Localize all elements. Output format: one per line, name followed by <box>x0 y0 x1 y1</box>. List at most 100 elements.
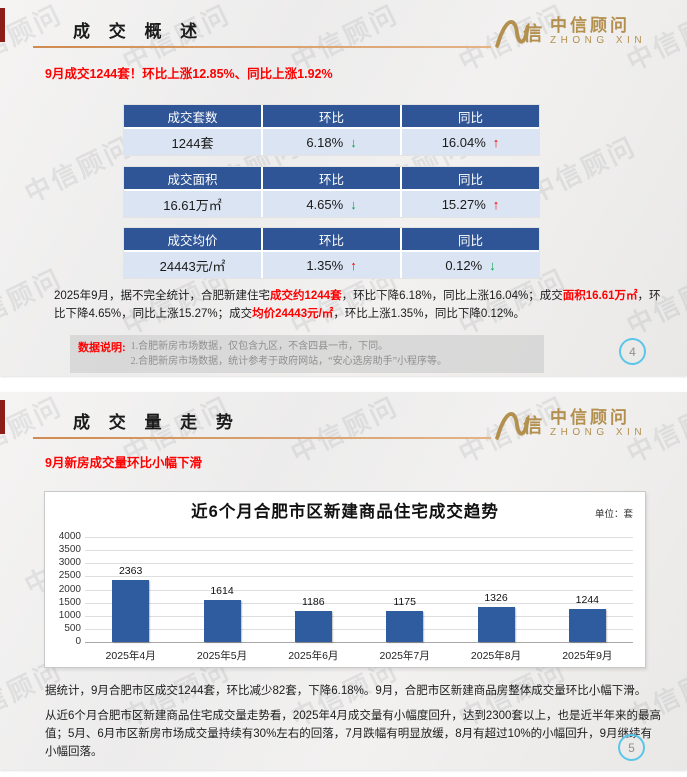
chart-bar <box>294 610 332 642</box>
slide-subtitle: 9月成交1244套！环比上涨12.85%、同比上涨1.92% <box>45 67 333 81</box>
trend-up-icon: ↑ <box>492 196 500 212</box>
chart-title: 近6个月合肥市区新建商品住宅成交趋势 <box>191 503 499 521</box>
svg-text:信: 信 <box>523 22 542 45</box>
note-line: 1.合肥新房市场数据，仅包含九区，不含四县一市，下同。 <box>130 341 389 352</box>
accent-bar <box>0 400 5 434</box>
chart-gridline <box>85 589 633 591</box>
trend-down-icon: ↓ <box>350 196 357 212</box>
y-axis-tick-label: 1500 <box>58 596 81 608</box>
table-value-text: 4.65% <box>306 196 344 212</box>
table-value-cell: 16.04% ↑ <box>402 129 539 155</box>
trend-down-icon: ↓ <box>489 257 496 273</box>
y-axis-tick-label: 2500 <box>58 570 81 582</box>
plain-text: 2025年9月，据不完全统计，合肥新建住宅 <box>54 290 270 302</box>
y-axis-tick-label: 2000 <box>58 583 81 595</box>
metric-table: 成交面积 环比 同比 16.61万㎡ 4.65% ↓ 15.27% ↑ <box>123 166 540 218</box>
highlight-text: 成交约1244套 <box>269 290 342 302</box>
bar-value-label: 1175 <box>393 596 416 609</box>
x-axis-tick-label: 2025年9月 <box>562 650 613 662</box>
logo-en-text: ZHONG XIN <box>550 427 647 439</box>
slide-trend: 中信顾问 中信顾问 中信顾问 中信顾问 中信顾问 中信顾问 中信顾问 中信顾问 中信顾问 中信顾问… <box>0 392 687 770</box>
logo-mark-icon: 信 <box>495 412 542 440</box>
table-value-cell: 16.61万㎡ <box>124 191 261 217</box>
table-header-cell: 环比 <box>263 105 400 127</box>
accent-bar <box>0 8 5 42</box>
table-header-cell: 环比 <box>263 228 400 250</box>
table-header-cell: 同比 <box>402 105 539 127</box>
trend-up-icon: ↑ <box>350 257 357 273</box>
chart-gridline <box>85 615 633 617</box>
svg-text:信: 信 <box>523 414 542 437</box>
table-value-cell: 1244套 <box>124 129 261 155</box>
bar-value-label: 1614 <box>210 584 234 597</box>
note-label: 数据说明: <box>78 342 126 354</box>
y-axis-tick-label: 0 <box>75 636 81 647</box>
bar-value-label: 2363 <box>118 564 143 577</box>
chart-bar <box>112 579 150 642</box>
table-value-text: 15.27% <box>441 196 486 212</box>
table-header-cell: 同比 <box>402 167 539 189</box>
table-value-cell: 4.65% ↓ <box>263 191 400 217</box>
watermark-text: 中信顾问 <box>285 392 404 469</box>
table-value-cell: 6.18% ↓ <box>263 129 400 155</box>
table-header-cell: 成交面积 <box>124 167 261 189</box>
table-value-cell: 0.12% ↓ <box>402 252 539 278</box>
logo-zh-text: 中信顾问 <box>550 15 630 35</box>
note-line: 2.合肥新房市场数据，统计参考于政府网站，“安心选房助手”小程序等。 <box>130 356 448 367</box>
chart-bar <box>203 599 241 642</box>
plain-text: ，环比上涨1.35%，同比下降0.12%。 <box>333 307 526 320</box>
logo-mark-icon: 信 <box>495 20 542 48</box>
chart-gridline <box>85 563 633 565</box>
company-logo: 信 中信顾问 ZHONG XIN <box>492 10 672 54</box>
table-value-text: 1244套 <box>171 135 214 151</box>
x-axis-tick-label: 2025年8月 <box>470 650 522 662</box>
trend-paragraph-2: 从近6个月合肥市区新建商品住宅成交量走势看，2025年4月成交量有小幅度回升，达… <box>45 710 661 758</box>
table-value-text: 0.12% <box>445 257 483 273</box>
chart-bar <box>477 607 515 642</box>
table-value-text: 24443元/㎡ <box>159 258 226 274</box>
y-axis-tick-label: 1000 <box>58 609 81 621</box>
table-value-text: 16.04% <box>441 134 486 150</box>
bar-value-label: 1186 <box>302 595 325 608</box>
bar-chart-panel: 近6个月合肥市区新建商品住宅成交趋势 单位：套 0 500 1000 1500 2000… <box>44 491 646 668</box>
chart-bar <box>568 609 606 642</box>
table-value-cell: 1.35% ↑ <box>263 252 400 278</box>
x-axis-tick-label: 2025年7月 <box>379 650 430 662</box>
table-value-text: 16.61万㎡ <box>163 197 222 213</box>
header-divider <box>33 437 491 439</box>
table-header-cell: 同比 <box>402 228 539 250</box>
table-header-cell: 成交均价 <box>124 228 261 250</box>
plain-text: ，环比下降6.18%，同比上涨16.04%；成交 <box>341 290 563 302</box>
slide-title: 成 交 量 走 势 <box>73 413 240 432</box>
company-logo: 信 中信顾问 ZHONG XIN <box>492 402 672 446</box>
data-note-box: 数据说明: 1.合肥新房市场数据，仅包含九区，不含四县一市，下同。 2.合肥新房市… <box>70 335 544 373</box>
table-header-cell: 成交套数 <box>124 105 261 127</box>
slide-overview: 中信顾问 中信顾问 中信顾问 中信顾问 中信顾问 中信顾问 中信顾问 中信顾问 中信顾问 中信顾问… <box>0 0 687 376</box>
chart-unit-label: 单位：套 <box>594 510 633 520</box>
table-value-text: 6.18% <box>306 134 344 150</box>
header-divider <box>33 46 491 48</box>
y-axis-tick-label: 500 <box>64 622 81 634</box>
y-axis-tick-label: 4000 <box>58 531 81 542</box>
chart-gridline <box>85 537 633 538</box>
chart-gridline <box>85 628 633 630</box>
watermark-text: 中信顾问 <box>19 130 138 209</box>
chart-gridline <box>85 550 633 552</box>
chart-gridline <box>85 576 633 578</box>
y-axis-tick-label: 3500 <box>58 544 81 556</box>
table-value-text: 1.35% <box>306 257 344 273</box>
table-value-cell: 15.27% ↑ <box>402 191 539 217</box>
slide-subtitle: 9月新房成交量环比小幅下滑 <box>45 456 202 470</box>
highlight-text: 面积16.61万㎡ <box>562 290 638 302</box>
chart-bar <box>386 611 424 642</box>
bar-value-label: 1244 <box>575 594 599 607</box>
table-header-cell: 环比 <box>263 167 400 189</box>
x-axis-tick-label: 2025年5月 <box>196 650 248 662</box>
trend-down-icon: ↓ <box>350 134 357 150</box>
summary-paragraph: 2025年9月，据不完全统计，合肥新建住宅成交约1244套，环比下降6.18%，… <box>54 288 666 324</box>
logo-zh-text: 中信顾问 <box>550 407 630 427</box>
logo-en-text: ZHONG XIN <box>550 35 647 47</box>
page-number-badge: 5 <box>618 734 645 761</box>
metric-table: 成交均价 环比 同比 24443元/㎡ 1.35% ↑ 0.12% ↓ <box>123 227 540 279</box>
